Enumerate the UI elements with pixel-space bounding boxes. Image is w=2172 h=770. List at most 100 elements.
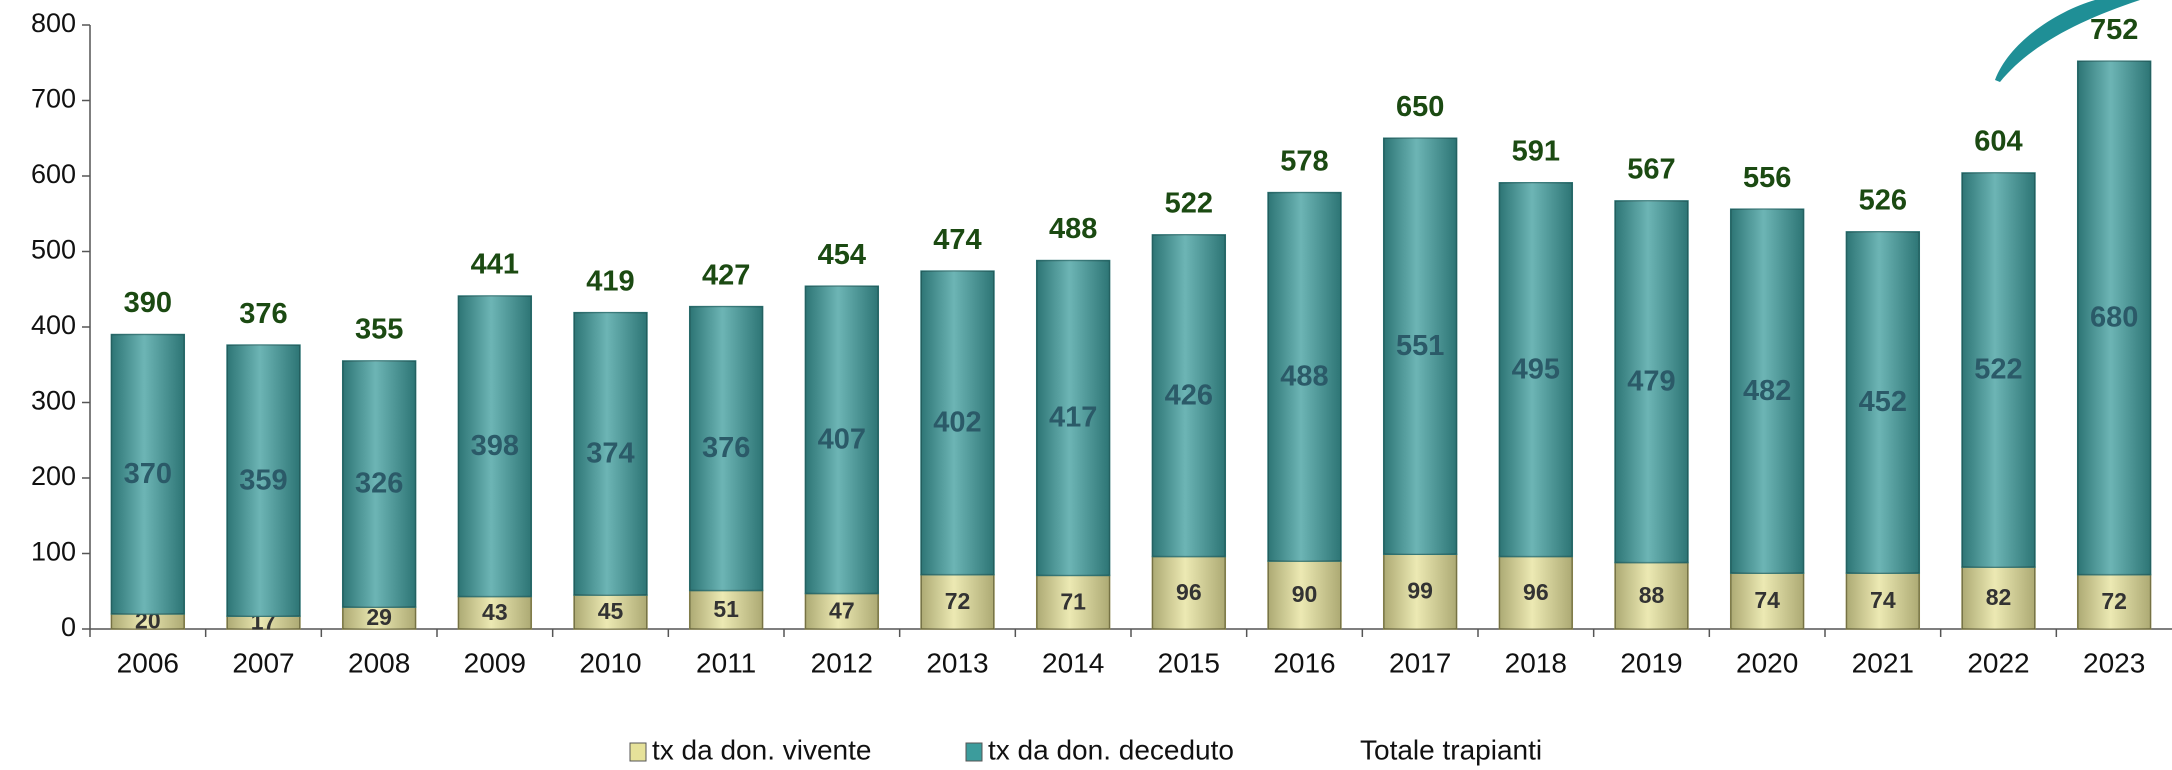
total-label: 488 bbox=[1049, 213, 1097, 245]
data-label: 96 bbox=[1176, 579, 1202, 605]
bar-shine bbox=[2077, 61, 2151, 575]
total-label: 419 bbox=[586, 265, 634, 297]
total-label: 474 bbox=[933, 224, 981, 256]
total-label: 390 bbox=[124, 287, 172, 319]
total-label: 427 bbox=[702, 259, 750, 291]
total-label: 526 bbox=[1859, 185, 1907, 217]
data-label: 495 bbox=[1512, 353, 1560, 385]
data-label: 376 bbox=[702, 432, 750, 464]
data-label: 72 bbox=[945, 588, 971, 614]
x-tick-label: 2023 bbox=[2083, 647, 2145, 678]
data-label: 370 bbox=[124, 458, 172, 490]
x-tick-label: 2006 bbox=[117, 647, 179, 678]
bar-shine bbox=[2077, 574, 2151, 629]
x-tick-label: 2012 bbox=[811, 647, 873, 678]
bar-shine bbox=[227, 616, 300, 629]
x-tick-label: 2019 bbox=[1620, 647, 1682, 678]
bar-shine bbox=[1268, 561, 1341, 629]
data-label: 522 bbox=[1974, 354, 2022, 386]
bar-shine bbox=[1846, 573, 1920, 629]
bar-shine bbox=[227, 345, 300, 617]
data-label: 426 bbox=[1165, 379, 1213, 411]
bar-shine bbox=[1499, 182, 1573, 557]
bar-shine bbox=[458, 296, 532, 597]
x-tick-label: 2018 bbox=[1505, 647, 1567, 678]
total-label: 578 bbox=[1280, 145, 1328, 177]
x-tick-label: 2015 bbox=[1158, 647, 1220, 678]
bar-shine bbox=[1152, 234, 1226, 557]
data-label: 29 bbox=[366, 604, 392, 630]
total-label: 604 bbox=[1974, 126, 2022, 158]
total-label: 522 bbox=[1165, 188, 1213, 220]
total-label: 752 bbox=[2090, 14, 2138, 46]
bar-shine bbox=[1036, 575, 1110, 629]
bar-shine bbox=[1615, 562, 1688, 629]
x-tick-label: 2010 bbox=[579, 647, 641, 678]
bar-shine bbox=[1383, 138, 1457, 555]
legend-label: tx da don. deceduto bbox=[988, 734, 1234, 765]
bar-shine bbox=[111, 334, 185, 614]
data-label: 96 bbox=[1523, 579, 1549, 605]
data-label: 47 bbox=[829, 597, 855, 623]
data-label: 407 bbox=[818, 424, 866, 456]
bar-shine bbox=[1962, 567, 2035, 629]
bar-shine bbox=[342, 360, 416, 608]
legend-swatch bbox=[965, 742, 983, 762]
y-tick-label: 700 bbox=[31, 84, 76, 114]
bar-shine bbox=[1036, 260, 1110, 576]
data-label: 74 bbox=[1754, 587, 1780, 613]
bar-shine bbox=[1730, 573, 1804, 629]
bar-shine bbox=[1152, 556, 1226, 629]
bar-shine bbox=[921, 271, 994, 575]
total-label: 591 bbox=[1512, 135, 1560, 167]
data-label: 51 bbox=[713, 596, 739, 622]
y-tick-label: 800 bbox=[31, 8, 76, 38]
bar-shine bbox=[805, 593, 879, 629]
x-tick-label: 2014 bbox=[1042, 647, 1104, 678]
bar-shine bbox=[1268, 192, 1341, 562]
x-tick-label: 2017 bbox=[1389, 647, 1451, 678]
bar-shine bbox=[342, 607, 416, 629]
x-tick-label: 2022 bbox=[1967, 647, 2029, 678]
x-tick-label: 2007 bbox=[232, 647, 294, 678]
data-label: 359 bbox=[239, 464, 287, 496]
data-label: 398 bbox=[471, 430, 519, 462]
y-tick-label: 0 bbox=[61, 612, 76, 642]
bar-shine bbox=[574, 595, 647, 629]
x-tick-label: 2009 bbox=[464, 647, 526, 678]
data-label: 452 bbox=[1859, 386, 1907, 418]
total-label: 355 bbox=[355, 314, 403, 346]
data-label: 680 bbox=[2090, 302, 2138, 334]
bar-shine bbox=[1499, 556, 1573, 629]
x-tick-label: 2021 bbox=[1852, 647, 1914, 678]
data-label: 82 bbox=[1986, 584, 2012, 610]
x-tick-label: 2011 bbox=[696, 647, 756, 678]
total-label: 441 bbox=[471, 249, 519, 281]
y-tick-label: 200 bbox=[31, 461, 76, 491]
bar-shine bbox=[1615, 200, 1688, 563]
total-label: 650 bbox=[1396, 91, 1444, 123]
y-tick-label: 500 bbox=[31, 235, 76, 265]
y-tick-label: 600 bbox=[31, 159, 76, 189]
data-label: 374 bbox=[586, 437, 634, 469]
data-label: 45 bbox=[598, 598, 624, 624]
bar-shine bbox=[689, 590, 763, 629]
data-label: 482 bbox=[1743, 375, 1791, 407]
data-label: 402 bbox=[933, 407, 981, 439]
data-label: 90 bbox=[1292, 581, 1318, 607]
logo-swoosh bbox=[1995, 0, 2140, 82]
y-tick-label: 400 bbox=[31, 310, 76, 340]
total-label: 556 bbox=[1743, 162, 1791, 194]
total-label: 454 bbox=[818, 239, 866, 271]
bar-shine bbox=[574, 312, 647, 596]
bar-shine bbox=[689, 306, 763, 591]
total-label: 567 bbox=[1627, 154, 1675, 186]
legend-label: Totale trapianti bbox=[1360, 734, 1542, 765]
data-label: 551 bbox=[1396, 330, 1444, 362]
legend-label: tx da don. vivente bbox=[652, 734, 871, 765]
bar-shine bbox=[1846, 231, 1920, 574]
data-label: 74 bbox=[1870, 587, 1896, 613]
data-label: 43 bbox=[482, 599, 508, 625]
data-label: 72 bbox=[2101, 588, 2127, 614]
